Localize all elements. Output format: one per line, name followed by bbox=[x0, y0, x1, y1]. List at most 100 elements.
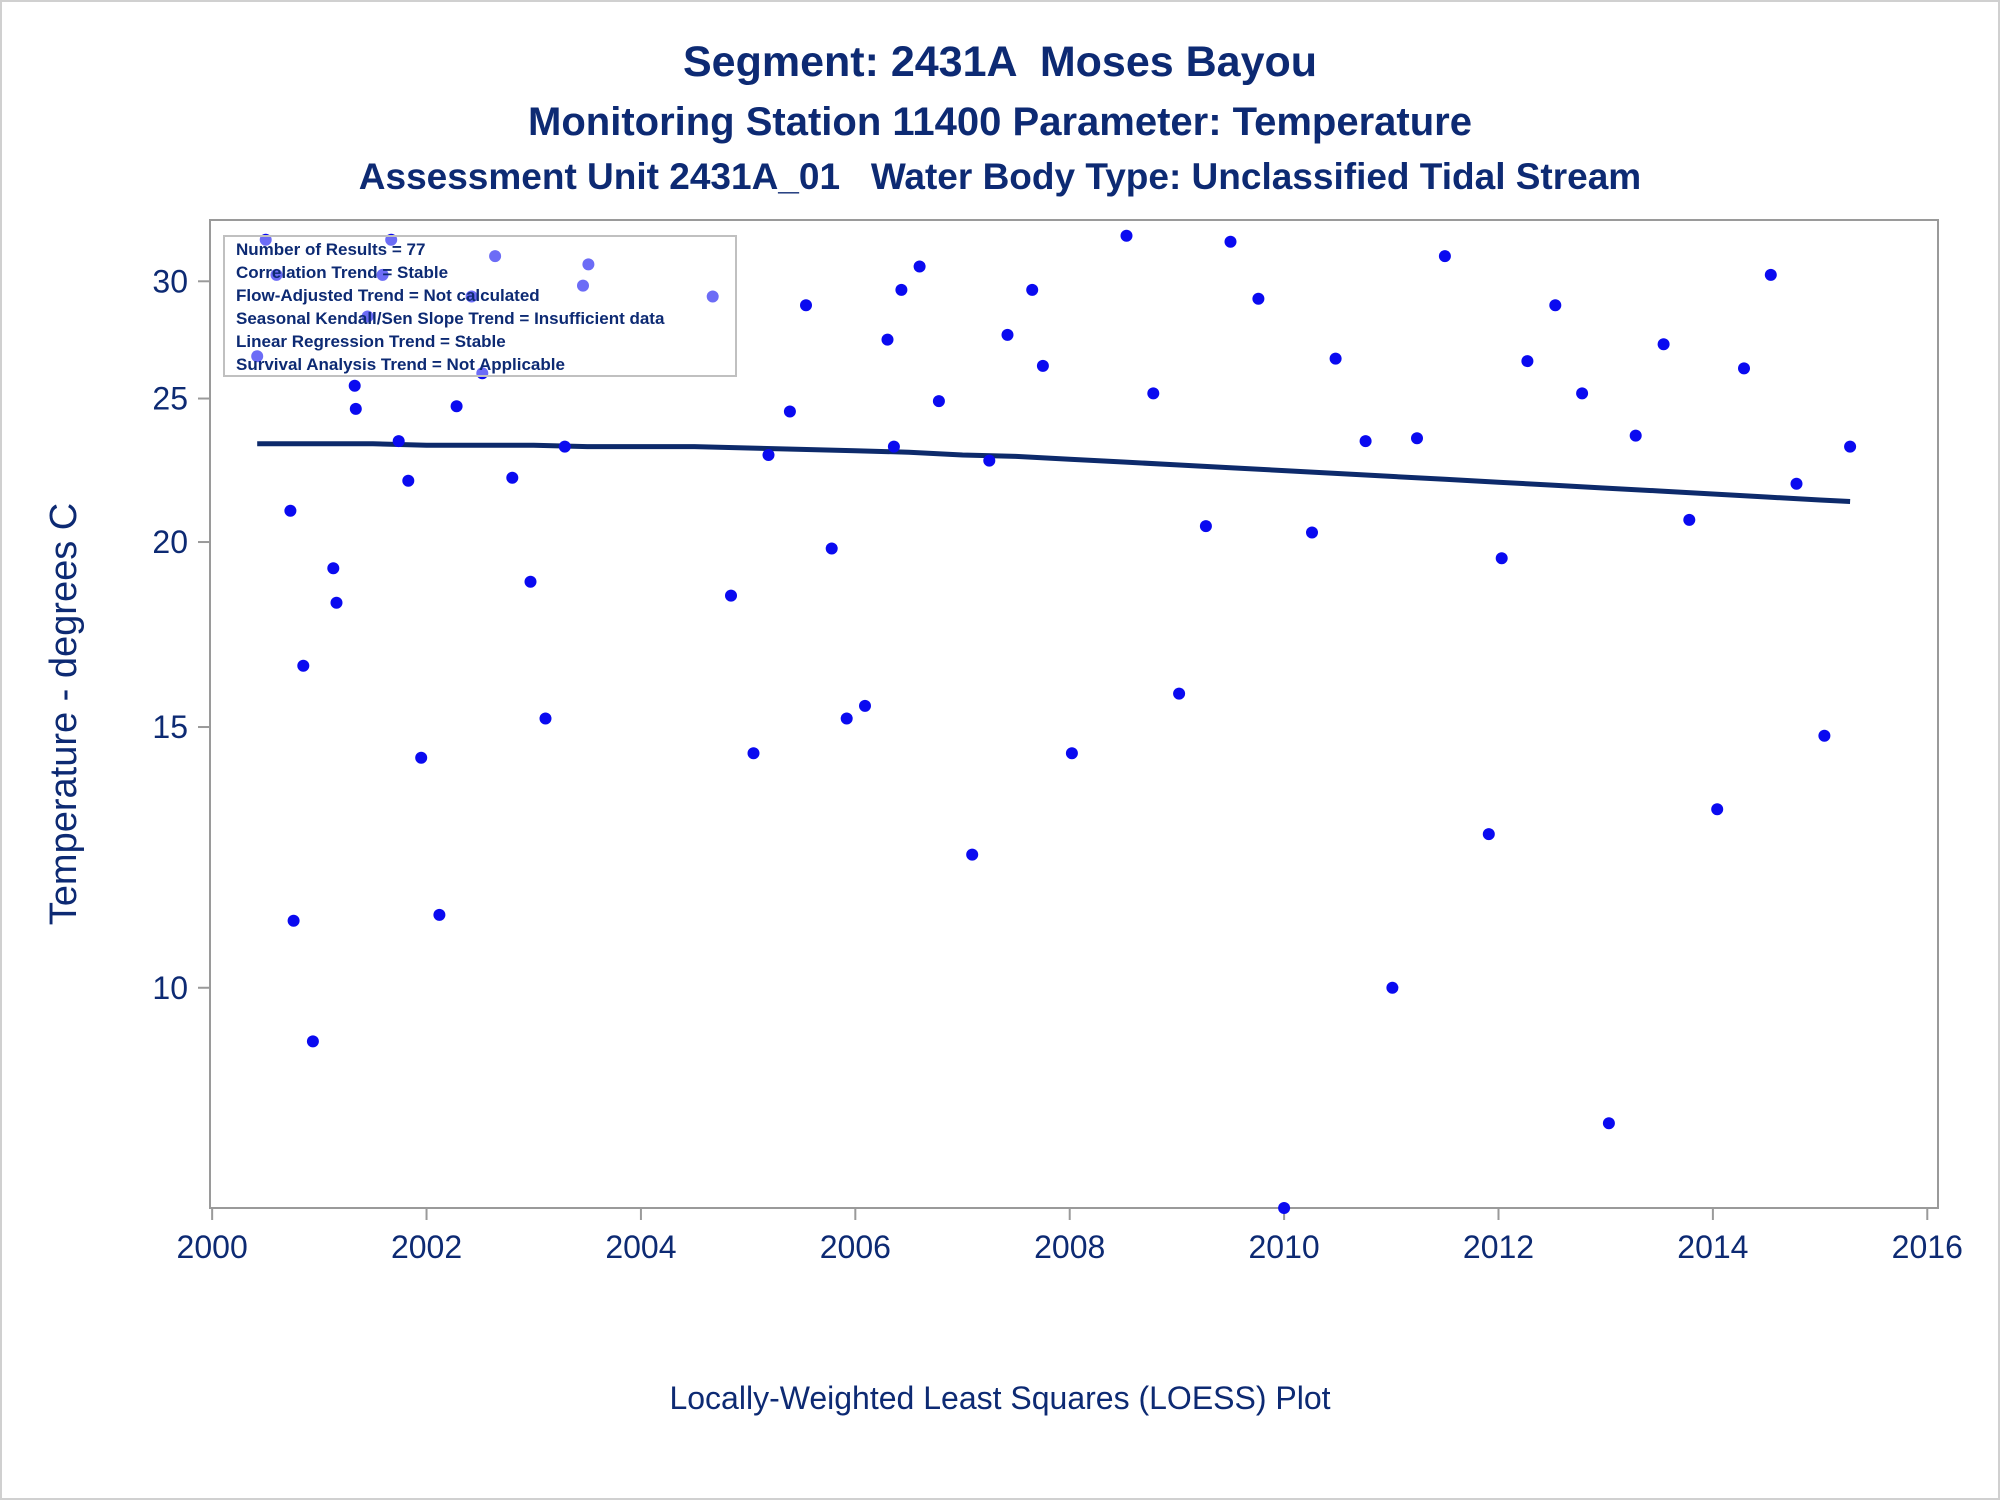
y-tick-label-10: 10 bbox=[152, 970, 188, 1006]
data-point bbox=[1065, 747, 1078, 760]
data-point bbox=[306, 1035, 319, 1048]
data-point bbox=[402, 474, 415, 487]
x-tick-label-2016: 2016 bbox=[1892, 1229, 1963, 1265]
data-point bbox=[376, 268, 389, 281]
chart-title: Segment: 2431A Moses Bayou bbox=[682, 38, 1318, 86]
data-point bbox=[348, 379, 361, 392]
stats-number-of-results: Number of Results = 77 bbox=[236, 240, 425, 259]
data-point bbox=[1683, 513, 1696, 526]
data-point bbox=[1147, 387, 1160, 400]
stats-correlation-trend: Correlation Trend = Stable bbox=[236, 263, 448, 282]
data-point bbox=[1790, 477, 1803, 490]
data-point bbox=[327, 562, 340, 575]
data-point bbox=[932, 395, 945, 408]
loess-trend-line bbox=[257, 441, 1851, 504]
data-point bbox=[1818, 729, 1831, 742]
data-point bbox=[887, 440, 900, 453]
data-point bbox=[1482, 828, 1495, 841]
data-point bbox=[1306, 526, 1318, 539]
data-point bbox=[1549, 299, 1562, 312]
data-point bbox=[506, 471, 519, 484]
y-axis-title: Temperature - degrees C bbox=[43, 503, 85, 925]
data-point bbox=[1602, 1117, 1615, 1130]
x-axis: 2000 2002 2004 2006 2008 2010 2012 2014 2016 bbox=[177, 1208, 1963, 1265]
data-point bbox=[415, 751, 428, 764]
data-point bbox=[450, 400, 463, 413]
y-tick-label-30: 30 bbox=[152, 263, 188, 299]
data-point bbox=[330, 596, 343, 609]
data-point bbox=[706, 290, 719, 303]
x-tick-label-2012: 2012 bbox=[1463, 1229, 1534, 1265]
data-point bbox=[465, 290, 478, 303]
data-point bbox=[1278, 1202, 1291, 1214]
data-point bbox=[840, 712, 853, 725]
data-point bbox=[489, 250, 502, 263]
y-tick-label-25: 25 bbox=[152, 381, 188, 417]
data-point bbox=[539, 712, 552, 725]
data-point bbox=[762, 449, 775, 461]
data-points bbox=[251, 229, 1857, 1214]
chart-caption: Locally-Weighted Least Squares (LOESS) P… bbox=[669, 1380, 1331, 1416]
data-point bbox=[251, 350, 264, 363]
x-tick-label-2008: 2008 bbox=[1034, 1229, 1105, 1265]
data-point bbox=[1495, 552, 1508, 565]
data-point bbox=[825, 542, 838, 555]
data-point bbox=[1359, 435, 1372, 448]
data-point bbox=[287, 914, 300, 927]
data-point bbox=[433, 908, 446, 921]
data-point bbox=[1764, 268, 1777, 281]
data-point bbox=[284, 504, 297, 517]
data-point bbox=[800, 299, 812, 312]
data-point bbox=[582, 258, 595, 271]
data-point bbox=[1173, 687, 1186, 700]
data-point bbox=[361, 310, 374, 323]
stats-box-border bbox=[223, 235, 737, 377]
data-point bbox=[1844, 440, 1857, 453]
data-point bbox=[895, 283, 908, 296]
data-point bbox=[983, 454, 996, 467]
plot-area bbox=[209, 219, 1939, 1209]
data-point bbox=[392, 435, 405, 448]
chart-subtitle-station: Monitoring Station 11400 Parameter: Temp… bbox=[528, 100, 1472, 144]
data-point bbox=[1001, 328, 1014, 341]
x-tick-label-2006: 2006 bbox=[820, 1229, 891, 1265]
stats-seasonal-kendall-trend: Seasonal Kendall/Sen Slope Trend = Insuf… bbox=[236, 309, 665, 328]
data-point bbox=[1199, 520, 1212, 533]
stats-linear-regression-trend: Linear Regression Trend = Stable bbox=[236, 332, 506, 351]
data-point bbox=[913, 260, 926, 273]
x-tick-label-2014: 2014 bbox=[1677, 1229, 1748, 1265]
data-point bbox=[1521, 355, 1534, 368]
stats-survival-analysis-trend: Survival Analysis Trend = Not Applicable bbox=[236, 355, 565, 374]
data-point bbox=[1386, 981, 1399, 994]
x-tick-label-2000: 2000 bbox=[177, 1229, 248, 1265]
data-point bbox=[297, 659, 310, 672]
data-point bbox=[577, 279, 589, 292]
data-point bbox=[725, 589, 737, 602]
data-point bbox=[1657, 338, 1670, 351]
data-point bbox=[783, 405, 796, 418]
data-point bbox=[1711, 803, 1724, 816]
data-point bbox=[1438, 250, 1451, 263]
data-point bbox=[1026, 283, 1039, 296]
data-point bbox=[1224, 235, 1237, 248]
data-point bbox=[349, 402, 362, 415]
data-point bbox=[881, 333, 894, 346]
data-point bbox=[1576, 387, 1589, 400]
data-point bbox=[558, 440, 571, 453]
data-point bbox=[1411, 432, 1423, 445]
stats-flow-adjusted-trend: Flow-Adjusted Trend = Not calculated bbox=[236, 286, 540, 305]
data-point bbox=[1036, 359, 1049, 372]
data-point bbox=[1252, 292, 1265, 305]
chart-subtitle-assessment: Assessment Unit 2431A_01 Water Body Type… bbox=[358, 156, 1642, 197]
x-tick-label-2004: 2004 bbox=[605, 1229, 676, 1265]
x-tick-label-2010: 2010 bbox=[1249, 1229, 1320, 1265]
data-point bbox=[859, 699, 871, 712]
data-point bbox=[1120, 229, 1133, 242]
data-point bbox=[747, 747, 760, 760]
x-tick-label-2002: 2002 bbox=[391, 1229, 462, 1265]
stats-box: Number of Results = 77 Correlation Trend… bbox=[223, 235, 737, 377]
data-point bbox=[1738, 362, 1750, 375]
data-point bbox=[524, 575, 537, 588]
data-point bbox=[1329, 352, 1342, 365]
